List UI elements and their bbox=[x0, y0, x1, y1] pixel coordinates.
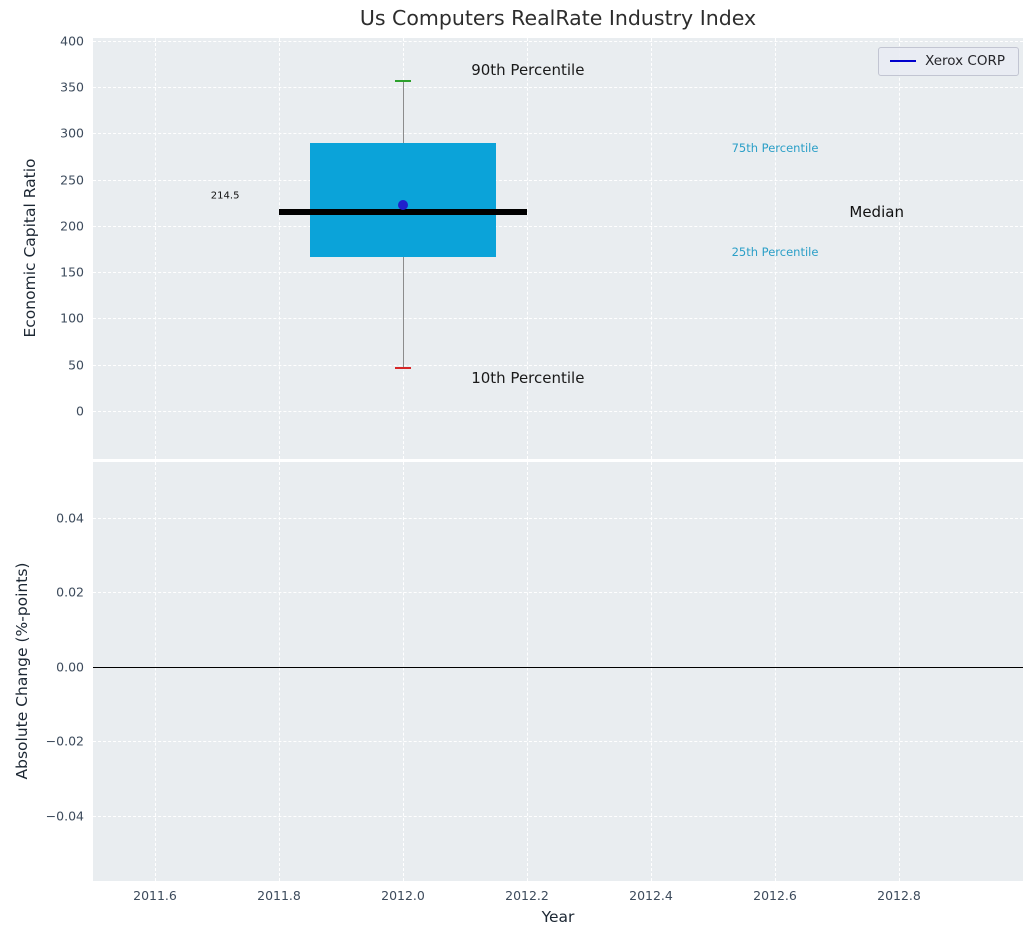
chart-title: Us Computers RealRate Industry Index bbox=[359, 6, 757, 30]
annotation-25th-percentile: 25th Percentile bbox=[731, 244, 819, 259]
gridline-h bbox=[93, 40, 1023, 42]
x-tick-label: 2011.8 bbox=[257, 888, 301, 903]
y-tick-label: 50 bbox=[68, 357, 84, 373]
gridline-h bbox=[93, 179, 1023, 181]
gridline-v bbox=[899, 38, 900, 459]
gridline-h bbox=[93, 272, 1023, 274]
y-tick-label: 150 bbox=[60, 264, 84, 280]
gridline-h bbox=[93, 410, 1023, 412]
y-tick-label: 200 bbox=[60, 218, 84, 234]
gridline-v bbox=[527, 38, 528, 459]
gridline-v bbox=[899, 462, 900, 881]
gridline-v bbox=[155, 38, 156, 459]
whisker-cap-low bbox=[395, 367, 411, 370]
gridline-v bbox=[775, 462, 776, 881]
x-tick-label: 2012.4 bbox=[629, 888, 673, 903]
annotation-90th-percentile: 90th Percentile bbox=[471, 61, 585, 80]
gridline-h bbox=[93, 517, 1023, 519]
y-tick-label: 350 bbox=[60, 79, 84, 95]
zero-line bbox=[93, 666, 1023, 668]
gridline-v bbox=[651, 462, 652, 881]
x-tick-label: 2012.8 bbox=[877, 888, 921, 903]
gridline-v bbox=[279, 462, 280, 881]
legend-line-icon bbox=[890, 60, 917, 62]
gridline-h bbox=[93, 225, 1023, 227]
y-tick-label: −0.02 bbox=[45, 733, 84, 749]
median-line bbox=[279, 209, 527, 216]
gridline-v bbox=[651, 38, 652, 459]
y-tick-label: 0.00 bbox=[56, 659, 84, 675]
bottom-y-axis-label: Absolute Change (%-points) bbox=[13, 562, 31, 780]
box-rect bbox=[310, 143, 496, 258]
legend-label: Xerox CORP bbox=[925, 53, 1005, 69]
gridline-v bbox=[775, 38, 776, 459]
x-tick-label: 2011.6 bbox=[133, 888, 177, 903]
gridline-h bbox=[93, 815, 1023, 817]
annotation-10th-percentile: 10th Percentile bbox=[471, 368, 585, 387]
y-tick-label: 0.04 bbox=[56, 510, 84, 526]
x-tick-label: 2012.6 bbox=[753, 888, 797, 903]
gridline-v bbox=[155, 462, 156, 881]
whisker-cap-high bbox=[395, 79, 411, 82]
gridline-v bbox=[403, 462, 404, 881]
bottom-axes bbox=[93, 462, 1023, 881]
gridline-h bbox=[93, 133, 1023, 135]
gridline-h bbox=[93, 741, 1023, 743]
legend: Xerox CORP bbox=[878, 47, 1019, 76]
x-axis-label: Year bbox=[541, 908, 575, 926]
y-tick-label: 100 bbox=[60, 310, 84, 326]
annotation-214-5: 214.5 bbox=[210, 190, 240, 202]
gridline-v bbox=[527, 462, 528, 881]
gridline-h bbox=[93, 318, 1023, 320]
x-tick-label: 2012.2 bbox=[505, 888, 549, 903]
top-y-axis-label: Economic Capital Ratio bbox=[21, 158, 39, 338]
company-point bbox=[398, 200, 408, 211]
y-tick-label: 250 bbox=[60, 172, 84, 188]
y-tick-label: 400 bbox=[60, 33, 84, 49]
gridline-v bbox=[279, 38, 280, 459]
annotation-75th-percentile: 75th Percentile bbox=[731, 141, 819, 156]
annotation-median: Median bbox=[849, 202, 904, 221]
y-tick-label: 300 bbox=[60, 125, 84, 141]
y-tick-label: 0 bbox=[76, 403, 84, 419]
gridline-h bbox=[93, 87, 1023, 89]
top-axes bbox=[93, 38, 1023, 459]
y-tick-label: −0.04 bbox=[45, 808, 84, 824]
gridline-h bbox=[93, 592, 1023, 594]
gridline-h bbox=[93, 364, 1023, 366]
y-tick-label: 0.02 bbox=[56, 584, 84, 600]
x-tick-label: 2012.0 bbox=[381, 888, 425, 903]
